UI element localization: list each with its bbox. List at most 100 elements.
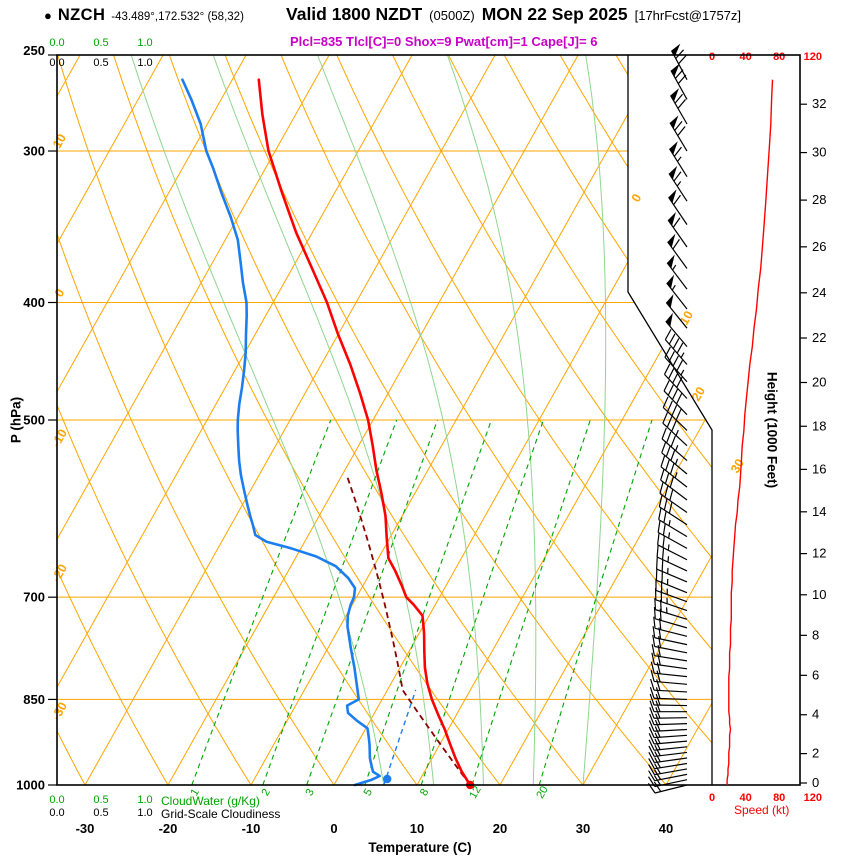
temperature-axis-label: Temperature (C) — [368, 840, 472, 855]
svg-text:1.0: 1.0 — [137, 57, 152, 69]
svg-text:8: 8 — [812, 627, 819, 642]
svg-text:250: 250 — [23, 43, 45, 58]
svg-text:5: 5 — [362, 787, 375, 798]
valid-time-title: Valid 1800 NZDT (0500Z) MON 22 Sep 2025 … — [286, 4, 741, 25]
svg-text:6: 6 — [812, 667, 819, 682]
parcel-path — [345, 474, 471, 786]
svg-text:-20: -20 — [49, 562, 70, 585]
parcel-mixing-path — [383, 689, 417, 786]
header: ● NZCH -43.489°,172.532° (58,32) — [44, 6, 244, 25]
stability-indices: Plcl=835 Tlcl[C]=0 Shox=9 Pwat[cm]=1 Cap… — [290, 34, 598, 49]
svg-text:30: 30 — [728, 456, 747, 475]
forecast-reference: [17hrFcst@1757z] — [634, 8, 742, 23]
svg-text:0: 0 — [812, 775, 819, 790]
svg-text:10: 10 — [410, 821, 424, 836]
svg-text:0: 0 — [629, 191, 645, 204]
svg-text:500: 500 — [23, 413, 45, 428]
svg-text:700: 700 — [23, 590, 45, 605]
svg-text:30: 30 — [576, 821, 590, 836]
svg-text:20: 20 — [812, 374, 826, 389]
svg-text:2: 2 — [812, 746, 819, 761]
moist-adiabat-lines — [130, 55, 607, 785]
pressure-axis-label: P (hPa) — [8, 396, 24, 444]
svg-text:1000: 1000 — [16, 778, 45, 793]
dewpoint-curve — [181, 78, 381, 787]
valid-date: MON 22 Sep 2025 — [481, 4, 628, 24]
svg-text:10: 10 — [812, 587, 826, 602]
skewt-right-boundary — [627, 55, 713, 785]
svg-text:0.5: 0.5 — [93, 807, 108, 819]
temperature-axis: -30 -20 -10 0 10 20 30 40 — [76, 821, 674, 836]
svg-text:3: 3 — [303, 787, 316, 798]
valid-utc: (0500Z) — [429, 8, 475, 23]
svg-text:0.5: 0.5 — [93, 57, 108, 69]
cloud-scales: 0.00.00.50.51.01.00.00.00.50.51.01.0 — [49, 37, 152, 819]
svg-text:1.0: 1.0 — [137, 794, 152, 806]
svg-text:26: 26 — [812, 239, 826, 254]
svg-text:20: 20 — [493, 821, 507, 836]
svg-text:40: 40 — [659, 821, 673, 836]
svg-text:20: 20 — [689, 384, 708, 403]
svg-text:0: 0 — [52, 286, 68, 299]
svg-text:22: 22 — [812, 330, 826, 345]
surface-dewpoint-dot — [382, 774, 392, 784]
svg-text:0.0: 0.0 — [49, 807, 64, 819]
svg-text:18: 18 — [812, 418, 826, 433]
svg-text:0.0: 0.0 — [49, 37, 64, 49]
svg-text:0: 0 — [709, 51, 715, 63]
svg-text:0.0: 0.0 — [49, 794, 64, 806]
svg-text:850: 850 — [23, 692, 45, 707]
svg-text:10: 10 — [677, 308, 696, 327]
svg-text:80: 80 — [773, 51, 785, 63]
plot-frame — [56, 54, 801, 786]
svg-text:0.5: 0.5 — [93, 794, 108, 806]
cloudwater-axis-label: CloudWater (g/Kg) — [161, 794, 260, 808]
valid-time: Valid 1800 NZDT — [286, 4, 423, 24]
svg-text:-30: -30 — [49, 700, 70, 723]
svg-text:400: 400 — [23, 295, 45, 310]
svg-text:4: 4 — [812, 707, 819, 722]
svg-text:8: 8 — [418, 787, 431, 798]
isobar-lines — [57, 150, 712, 700]
svg-text:120: 120 — [804, 51, 822, 63]
svg-text:40: 40 — [739, 51, 751, 63]
svg-text:-10: -10 — [242, 821, 261, 836]
speed-axis-label: Speed (kt) — [734, 803, 790, 817]
speed-profile — [726, 79, 774, 785]
svg-text:120: 120 — [804, 792, 822, 804]
pressure-axis: 250 300 400 500 700 850 1000 — [16, 43, 57, 793]
svg-text:-20: -20 — [159, 821, 178, 836]
height-axis-label: Height (1000 Feet) — [764, 371, 780, 489]
station-coords: -43.489°,172.532° (58,32) — [111, 11, 244, 23]
svg-text:10: 10 — [50, 131, 69, 150]
cloudiness-axis-label: Grid-Scale Cloudiness — [161, 807, 281, 821]
mixing-ratio-lines — [191, 419, 653, 785]
svg-text:40: 40 — [739, 792, 751, 804]
svg-text:-30: -30 — [76, 821, 95, 836]
svg-text:20: 20 — [534, 784, 551, 801]
svg-text:30: 30 — [812, 145, 826, 160]
svg-text:24: 24 — [812, 285, 826, 300]
svg-text:1: 1 — [189, 787, 202, 798]
svg-text:1.0: 1.0 — [137, 807, 152, 819]
svg-text:0.5: 0.5 — [93, 37, 108, 49]
svg-text:28: 28 — [812, 192, 826, 207]
svg-text:1.0: 1.0 — [137, 37, 152, 49]
wind-barbs — [647, 43, 688, 794]
svg-text:32: 32 — [812, 96, 826, 111]
station-id: NZCH — [57, 6, 106, 24]
svg-text:0: 0 — [709, 792, 715, 804]
svg-text:300: 300 — [23, 144, 45, 159]
station-bullet-icon: ● — [44, 8, 52, 23]
temperature-curve — [257, 78, 472, 787]
svg-text:14: 14 — [812, 504, 826, 519]
svg-text:0: 0 — [330, 821, 337, 836]
svg-text:80: 80 — [773, 792, 785, 804]
svg-text:12: 12 — [812, 546, 826, 561]
svg-text:16: 16 — [812, 461, 826, 476]
svg-text:2: 2 — [259, 787, 272, 798]
